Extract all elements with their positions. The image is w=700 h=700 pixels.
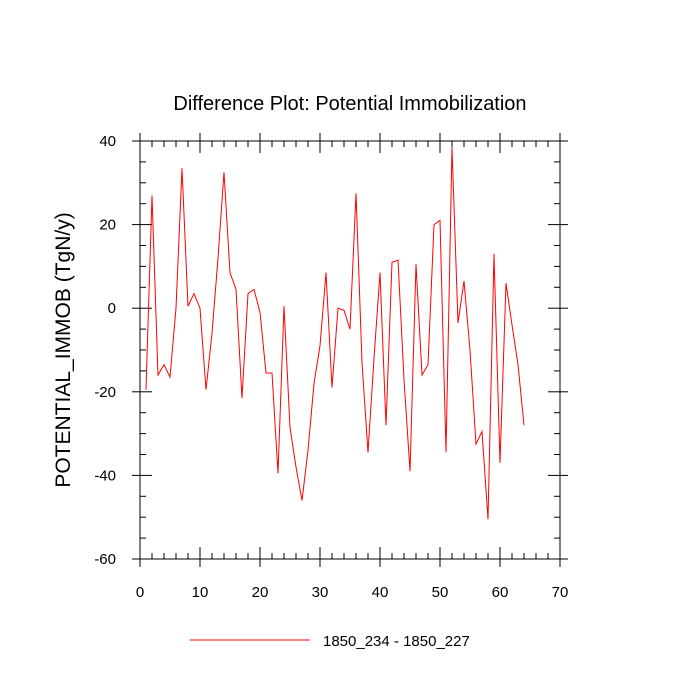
x-tick-label: 0 [136,584,144,601]
x-tick-label: 30 [312,584,329,601]
x-tick-label: 20 [252,584,269,601]
y-tick-label: 0 [108,300,116,317]
series-line [145,147,525,520]
x-tick-label: 50 [432,584,449,601]
y-axis-label: POTENTIAL_IMMOB (TgN/y) [52,212,75,487]
x-tick-label: 10 [192,584,209,601]
y-tick-label: -20 [94,384,116,401]
axis-tick-labels: 0 10 20 30 40 50 60 70 -60 -40 -20 0 20 40 [94,133,568,601]
y-tick-label: 40 [99,133,116,150]
y-tick-label: -40 [94,467,116,484]
x-tick-label: 40 [372,584,389,601]
plot-area-frame [139,140,561,560]
axis-ticks [132,133,568,567]
y-tick-label: -60 [94,551,116,568]
x-tick-label: 70 [552,584,569,601]
legend-entry-label: 1850_234 - 1850_227 [323,633,470,650]
legend: 1850_234 - 1850_227 [190,633,470,650]
y-tick-label: 20 [99,217,116,234]
chart-title: Difference Plot: Potential Immobilizatio… [173,93,526,115]
series-layer [145,147,525,520]
x-tick-label: 60 [492,584,509,601]
